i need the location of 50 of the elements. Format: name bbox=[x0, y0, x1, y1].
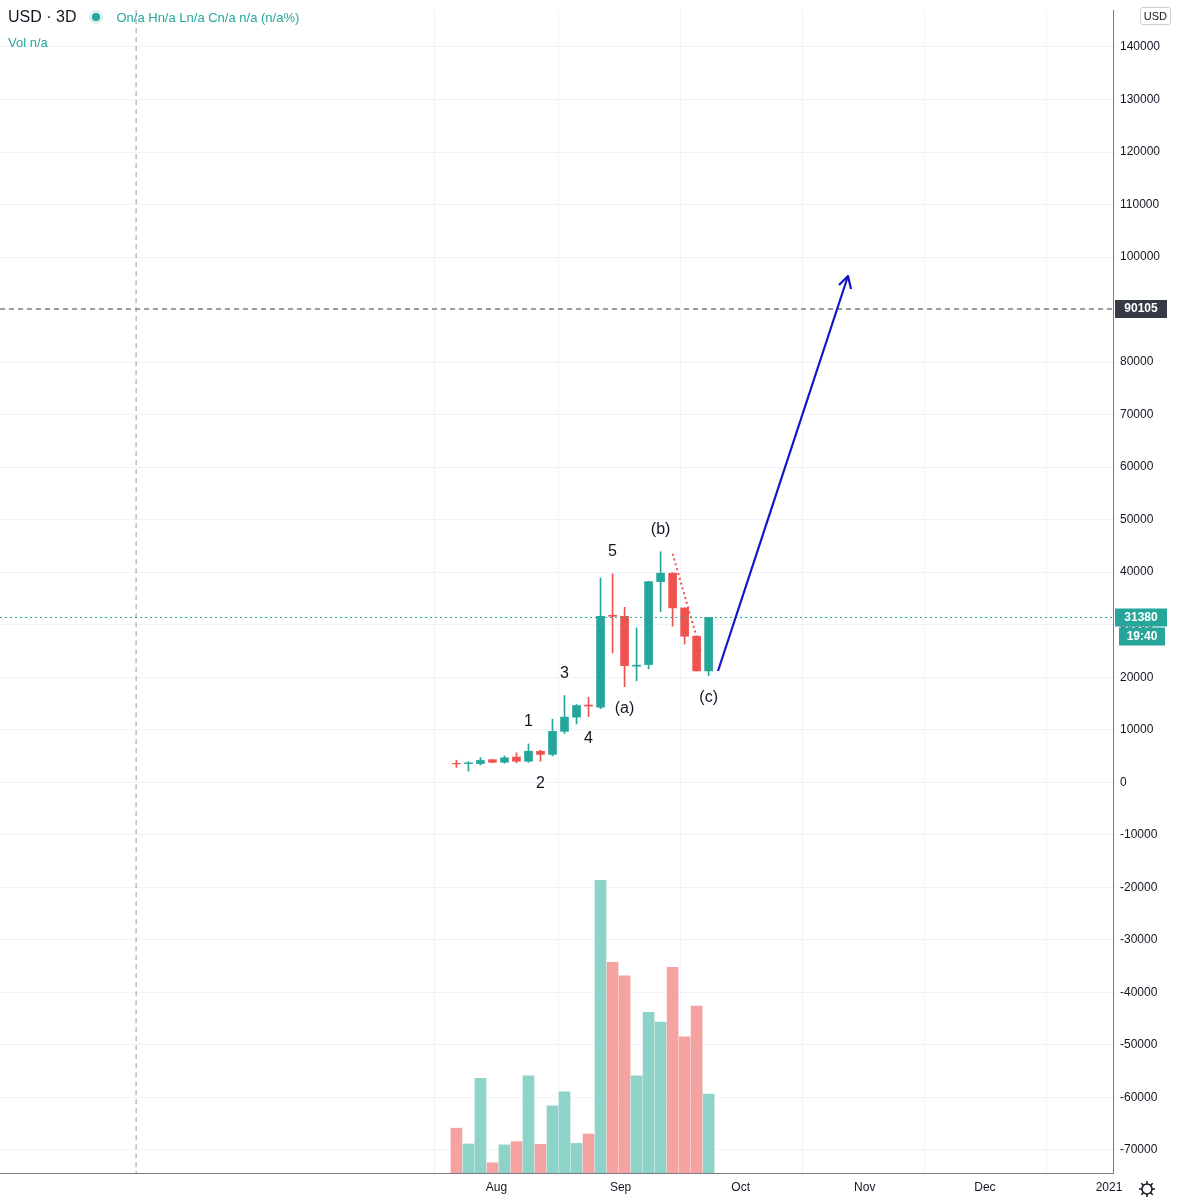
x-tick-label: Dec bbox=[974, 1179, 996, 1194]
annotation: 3 bbox=[560, 664, 570, 681]
y-tick-label: 0 bbox=[1120, 774, 1127, 789]
y-tick-label: -10000 bbox=[1120, 827, 1158, 842]
bar bbox=[486, 1162, 499, 1173]
bar bbox=[450, 1127, 463, 1173]
y-tick-label: 140000 bbox=[1120, 39, 1161, 54]
y-tick-label: -20000 bbox=[1120, 879, 1158, 894]
y-tick-label: -60000 bbox=[1120, 1089, 1158, 1104]
bar bbox=[594, 880, 607, 1173]
y-tick-label: 40000 bbox=[1120, 564, 1154, 579]
annotation: 2 bbox=[536, 773, 546, 791]
bar bbox=[582, 1133, 595, 1173]
bar bbox=[534, 1143, 547, 1173]
text: 19:40 bbox=[1126, 628, 1158, 643]
annotation: (b) bbox=[650, 520, 671, 538]
y-tick-label: -40000 bbox=[1120, 984, 1158, 999]
bar bbox=[510, 1141, 523, 1173]
chart-subtitle: On/a Hn/a Ln/a Cn/a n/a (n/a%) bbox=[116, 9, 300, 25]
x-tick-label: Nov bbox=[854, 1179, 876, 1194]
y-tick-label: 100000 bbox=[1120, 249, 1161, 264]
ref-line-label: 31380 bbox=[1124, 609, 1159, 624]
y-tick-label: 10000 bbox=[1120, 722, 1154, 737]
x-tick-label: Sep bbox=[609, 1179, 632, 1194]
bar bbox=[702, 1093, 715, 1173]
bar bbox=[498, 1144, 511, 1173]
annotation: 4 bbox=[584, 729, 594, 746]
annotation: 5 bbox=[608, 542, 618, 560]
x-tick-label: 2021 bbox=[1095, 1179, 1123, 1194]
annotation: 1 bbox=[524, 712, 534, 730]
y-tick-label: 50000 bbox=[1120, 511, 1154, 526]
y-tick-label: 60000 bbox=[1120, 459, 1154, 474]
annotation: Vol n/a bbox=[8, 35, 48, 50]
bar bbox=[522, 1075, 535, 1173]
x-tick-label: Oct bbox=[731, 1179, 751, 1194]
y-tick-label: 80000 bbox=[1120, 354, 1154, 369]
ref-line-label: 90105 bbox=[1124, 301, 1159, 316]
y-tick-label: -70000 bbox=[1120, 1142, 1158, 1157]
annotation: (a) bbox=[614, 699, 635, 717]
y-tick-label: -50000 bbox=[1120, 1037, 1158, 1052]
y-tick-label: 110000 bbox=[1120, 196, 1160, 211]
y-tick-label: 70000 bbox=[1120, 406, 1154, 421]
y-tick-label: 120000 bbox=[1120, 144, 1161, 159]
y-axis-title: USD bbox=[1139, 7, 1171, 25]
y-tick-label: 130000 bbox=[1120, 91, 1161, 106]
x-tick-label: Aug bbox=[485, 1179, 508, 1194]
annotation: (c) bbox=[699, 688, 718, 706]
y-tick-label: -30000 bbox=[1120, 932, 1158, 947]
y-tick-label: 20000 bbox=[1120, 669, 1154, 684]
chart-title: USD · 3D bbox=[8, 8, 77, 26]
